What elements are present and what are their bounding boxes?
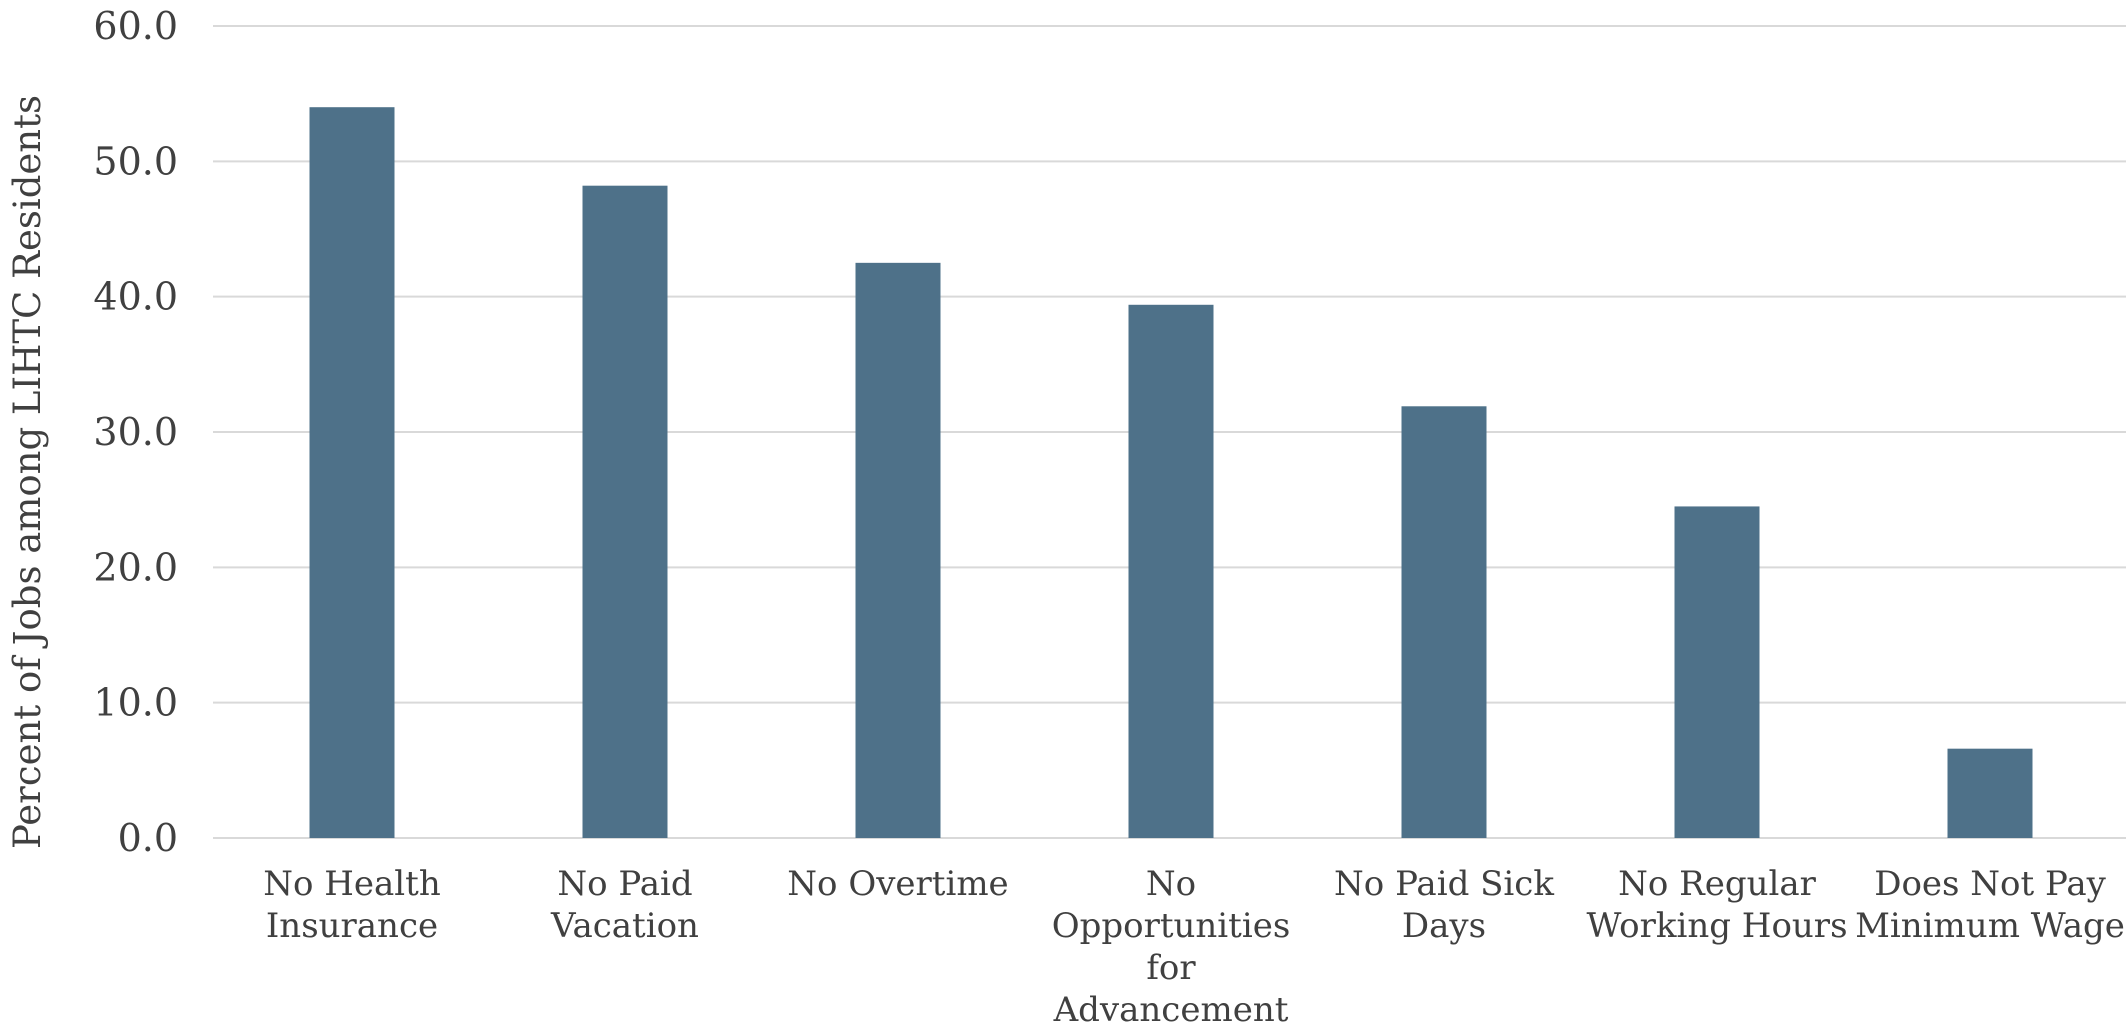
- x-category-label-line: Days: [1402, 906, 1486, 946]
- bar: [582, 185, 668, 838]
- x-category-label: No Paid Vacation: [550, 864, 699, 946]
- y-tick-label: 30.0: [93, 410, 178, 454]
- y-axis-title: Percent of Jobs among LIHTC Residents: [6, 95, 49, 849]
- bar: [1401, 406, 1487, 838]
- x-category-label-line: Vacation: [550, 906, 699, 946]
- y-axis-ticks: 0.0 10.0 20.0 30.0 40.0 50.0 60.0: [93, 4, 178, 860]
- x-category-label: Does Not Pay Minimum Wage: [1855, 864, 2125, 946]
- y-tick-label: 50.0: [93, 139, 178, 183]
- x-category-label-line: No Overtime: [787, 864, 1008, 904]
- x-category-label-line: for: [1146, 948, 1196, 988]
- x-category-label-line: Advancement: [1053, 990, 1289, 1030]
- x-category-label: No Paid Sick Days: [1334, 864, 1554, 946]
- x-category-label-line: No Regular: [1618, 864, 1817, 904]
- x-category-label: No Health Insurance: [263, 864, 441, 946]
- bars: [309, 107, 2033, 839]
- x-category-label: No Opportunities for Advancement: [1052, 864, 1291, 1030]
- x-category-label-line: Working Hours: [1586, 906, 1847, 946]
- y-tick-label: 40.0: [93, 275, 178, 319]
- bar: [1128, 304, 1214, 839]
- x-axis-labels: No Health Insurance No Paid Vacation No Over…: [263, 864, 2125, 1030]
- x-category-label-line: No Paid Sick: [1334, 864, 1554, 904]
- x-category-label-line: No Paid: [557, 864, 692, 904]
- bar: [309, 107, 395, 838]
- x-category-label: No Overtime: [787, 864, 1008, 904]
- y-tick-label: 20.0: [93, 545, 178, 589]
- y-tick-label: 10.0: [93, 681, 178, 725]
- x-category-label-line: Minimum Wage: [1855, 906, 2125, 946]
- x-category-label-line: Does Not Pay: [1874, 864, 2106, 904]
- x-category-label-line: No Health: [263, 864, 441, 904]
- x-category-label-line: No: [1146, 864, 1196, 904]
- y-tick-label: 0.0: [118, 816, 178, 860]
- bar: [1947, 748, 2033, 838]
- x-category-label-line: Opportunities: [1052, 906, 1291, 946]
- y-tick-label: 60.0: [93, 4, 178, 48]
- x-category-label: No Regular Working Hours: [1586, 864, 1847, 946]
- bar: [1674, 506, 1760, 838]
- bar: [855, 262, 941, 838]
- x-category-label-line: Insurance: [266, 906, 438, 946]
